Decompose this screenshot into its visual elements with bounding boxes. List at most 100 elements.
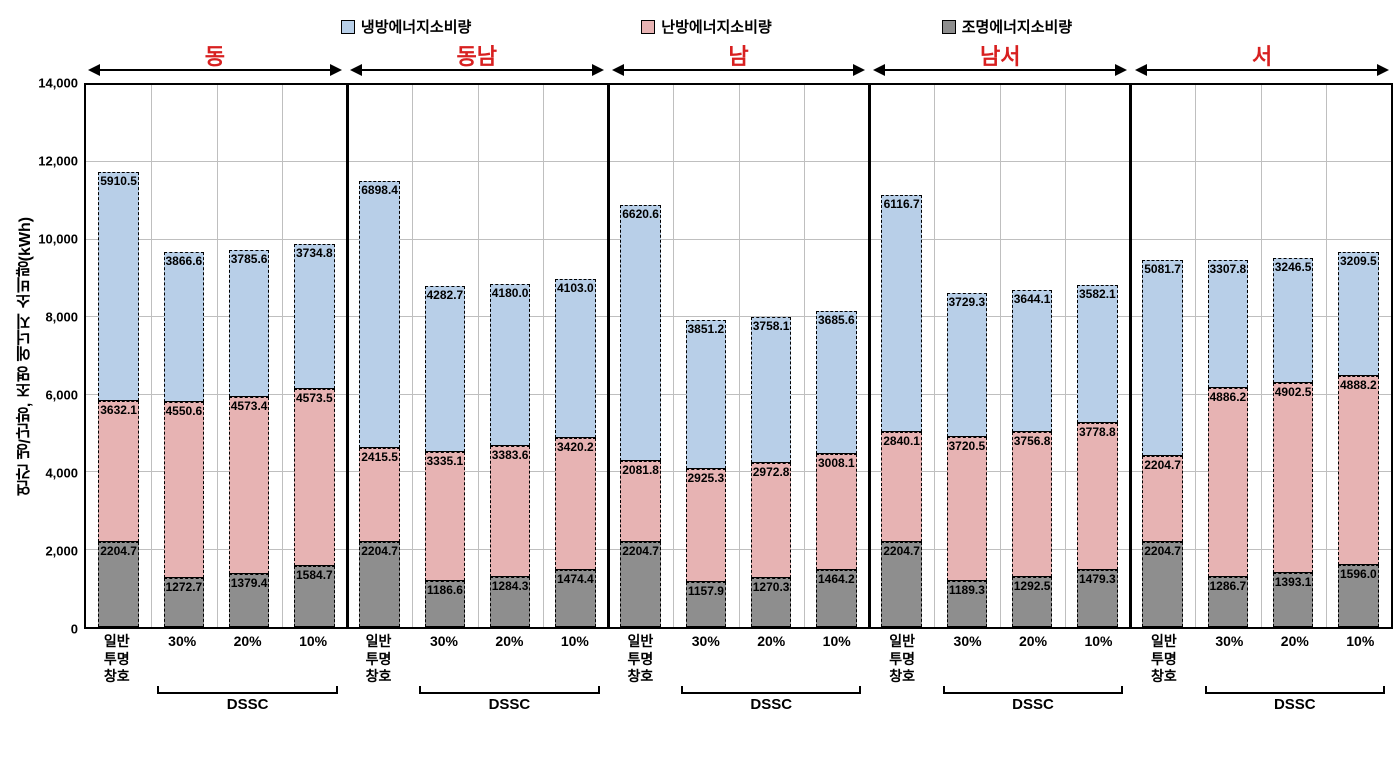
x-group: 일반투명창호30%20%10% DSSC <box>84 629 346 713</box>
x-tick: 일반투명창호 <box>608 629 673 686</box>
legend-label-cooling: 냉방에너지소비량 <box>361 16 471 37</box>
brace-line <box>681 686 861 694</box>
legend: 냉방에너지소비량 난방에너지소비량 조명에너지소비량 <box>10 10 1393 39</box>
y-tick: 8,000 <box>45 310 78 325</box>
dssc-brace-row: DSSC <box>346 686 608 713</box>
dssc-brace: DSSC <box>1197 686 1393 713</box>
x-tick: 20% <box>739 629 804 686</box>
x-ticks-row: 일반투명창호30%20%10% <box>1131 629 1393 686</box>
x-tick: 10% <box>1066 629 1131 686</box>
y-tick: 4,000 <box>45 466 78 481</box>
orientation-label: 남서 <box>980 44 1020 69</box>
x-tick: 30% <box>935 629 1000 686</box>
x-tick: 20% <box>477 629 542 686</box>
plot-area: 2204.73632.15910.51272.74550.63866.61379… <box>84 83 1393 629</box>
legend-label-heating: 난방에너지소비량 <box>661 16 771 37</box>
dssc-brace-row: DSSC <box>84 686 346 713</box>
orientation-header: 서 <box>1131 39 1393 83</box>
legend-item-heating: 난방에너지소비량 <box>641 16 771 37</box>
x-tick: 20% <box>1262 629 1327 686</box>
x-tick: 일반투명창호 <box>346 629 411 686</box>
dssc-brace: DSSC <box>673 686 869 713</box>
y-axis: 연간 냉/난방, 조명 에너지 소비량(kWh) 02,0004,0006,00… <box>10 83 84 629</box>
x-group: 일반투명창호30%20%10% DSSC <box>608 629 870 713</box>
dssc-label: DSSC <box>1274 696 1316 713</box>
x-ticks-row: 일반투명창호30%20%10% <box>869 629 1131 686</box>
dssc-label: DSSC <box>750 696 792 713</box>
arrow-line <box>614 69 864 71</box>
y-axis-ticks: 02,0004,0006,0008,00010,00012,00014,000 <box>38 83 84 629</box>
legend-swatch-lighting <box>942 20 956 34</box>
x-ticks-row: 일반투명창호30%20%10% <box>608 629 870 686</box>
orientation-label: 동남 <box>456 44 496 69</box>
dssc-brace-row: DSSC <box>1131 686 1393 713</box>
dssc-label: DSSC <box>227 696 269 713</box>
dssc-brace: DSSC <box>149 686 345 713</box>
x-tick: 10% <box>280 629 345 686</box>
x-tick: 일반투명창호 <box>84 629 149 686</box>
arrow-line <box>352 69 602 71</box>
dssc-brace: DSSC <box>935 686 1131 713</box>
x-tick: 10% <box>542 629 607 686</box>
x-tick: 일반투명창호 <box>869 629 934 686</box>
legend-item-cooling: 냉방에너지소비량 <box>341 16 471 37</box>
brace-line <box>1205 686 1385 694</box>
group-divider <box>1129 85 1132 627</box>
orientation-label: 서 <box>1252 44 1272 69</box>
dssc-spacer <box>608 686 673 713</box>
x-tick: 20% <box>215 629 280 686</box>
x-tick: 10% <box>1328 629 1393 686</box>
legend-label-lighting: 조명에너지소비량 <box>962 16 1072 37</box>
arrow-line <box>1137 69 1387 71</box>
group-dividers <box>86 85 1391 627</box>
legend-item-lighting: 조명에너지소비량 <box>942 16 1072 37</box>
dssc-spacer <box>346 686 411 713</box>
x-tick: 30% <box>1197 629 1262 686</box>
x-ticks-row: 일반투명창호30%20%10% <box>346 629 608 686</box>
dssc-spacer <box>84 686 149 713</box>
y-tick: 10,000 <box>38 232 78 247</box>
orientation-header: 동 <box>84 39 346 83</box>
y-tick: 14,000 <box>38 76 78 91</box>
energy-consumption-chart: 냉방에너지소비량 난방에너지소비량 조명에너지소비량 동 동남 남 남서 서 연간 냉/… <box>10 10 1393 756</box>
dssc-spacer <box>1131 686 1196 713</box>
brace-line <box>157 686 337 694</box>
y-tick: 12,000 <box>38 154 78 169</box>
brace-line <box>419 686 599 694</box>
x-tick: 일반투명창호 <box>1131 629 1196 686</box>
x-tick: 10% <box>804 629 869 686</box>
legend-swatch-cooling <box>341 20 355 34</box>
x-tick: 30% <box>149 629 214 686</box>
orientation-header: 동남 <box>346 39 608 83</box>
group-divider <box>868 85 871 627</box>
x-group: 일반투명창호30%20%10% DSSC <box>1131 629 1393 713</box>
y-axis-label: 연간 냉/난방, 조명 에너지 소비량(kWh) <box>10 83 38 629</box>
y-tick: 2,000 <box>45 544 78 559</box>
group-divider <box>346 85 349 627</box>
x-tick: 30% <box>411 629 476 686</box>
orientation-label: 동 <box>205 44 225 69</box>
dssc-spacer <box>869 686 934 713</box>
orientation-header: 남 <box>608 39 870 83</box>
dssc-label: DSSC <box>489 696 531 713</box>
dssc-brace-row: DSSC <box>869 686 1131 713</box>
arrow-line <box>90 69 340 71</box>
x-group: 일반투명창호30%20%10% DSSC <box>346 629 608 713</box>
y-tick: 0 <box>71 622 78 637</box>
brace-line <box>943 686 1123 694</box>
arrow-line <box>875 69 1125 71</box>
group-divider <box>607 85 610 627</box>
x-tick: 30% <box>673 629 738 686</box>
x-axis: 일반투명창호30%20%10%DSSC일반투명창호30%20%10%DSSC일반… <box>84 629 1393 713</box>
orientation-label: 남 <box>728 44 748 69</box>
x-ticks-row: 일반투명창호30%20%10% <box>84 629 346 686</box>
x-tick: 20% <box>1000 629 1065 686</box>
x-group: 일반투명창호30%20%10% DSSC <box>869 629 1131 713</box>
legend-swatch-heating <box>641 20 655 34</box>
dssc-brace: DSSC <box>411 686 607 713</box>
dssc-label: DSSC <box>1012 696 1054 713</box>
orientation-headers: 동 동남 남 남서 서 <box>84 39 1393 83</box>
y-tick: 6,000 <box>45 388 78 403</box>
orientation-header: 남서 <box>869 39 1131 83</box>
dssc-brace-row: DSSC <box>608 686 870 713</box>
